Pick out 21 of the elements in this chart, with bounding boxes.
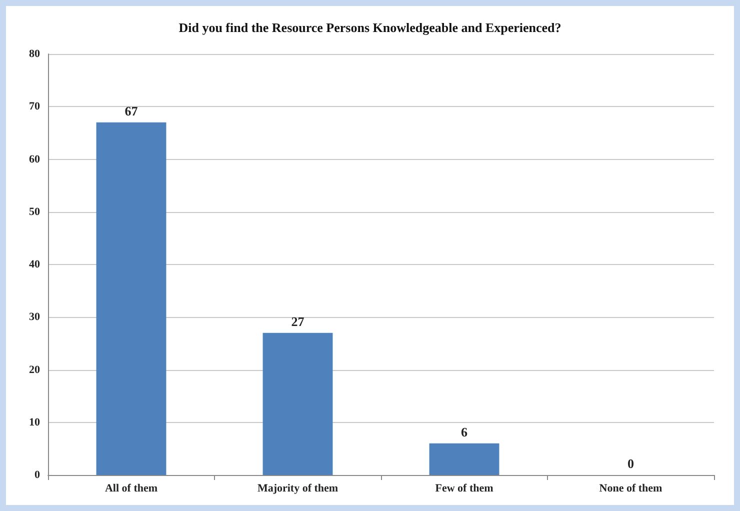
y-tick-label: 70 bbox=[29, 100, 40, 113]
bar bbox=[262, 332, 333, 475]
data-label: 27 bbox=[291, 314, 305, 329]
x-tick-label: Majority of them bbox=[257, 482, 338, 494]
y-tick-label: 10 bbox=[29, 416, 40, 428]
data-label: 6 bbox=[461, 424, 468, 440]
bar bbox=[96, 122, 166, 475]
chart-title: Did you find the Resource Persons Knowledgeable and Experienced? bbox=[178, 20, 562, 35]
bar bbox=[429, 443, 500, 475]
x-tick-label: None of them bbox=[599, 482, 662, 494]
x-tick-label: Few of them bbox=[435, 482, 494, 494]
y-tick-label: 0 bbox=[34, 469, 40, 481]
data-label: 67 bbox=[124, 103, 138, 118]
y-tick-label: 60 bbox=[29, 153, 40, 166]
x-tick-label: All of them bbox=[104, 482, 158, 494]
y-tick-label: 40 bbox=[29, 258, 40, 270]
data-label: 0 bbox=[628, 456, 634, 471]
y-tick-label: 20 bbox=[29, 364, 40, 376]
y-tick-label: 30 bbox=[29, 311, 40, 324]
y-tick-label: 50 bbox=[29, 206, 40, 218]
y-tick-label: 80 bbox=[29, 48, 40, 60]
